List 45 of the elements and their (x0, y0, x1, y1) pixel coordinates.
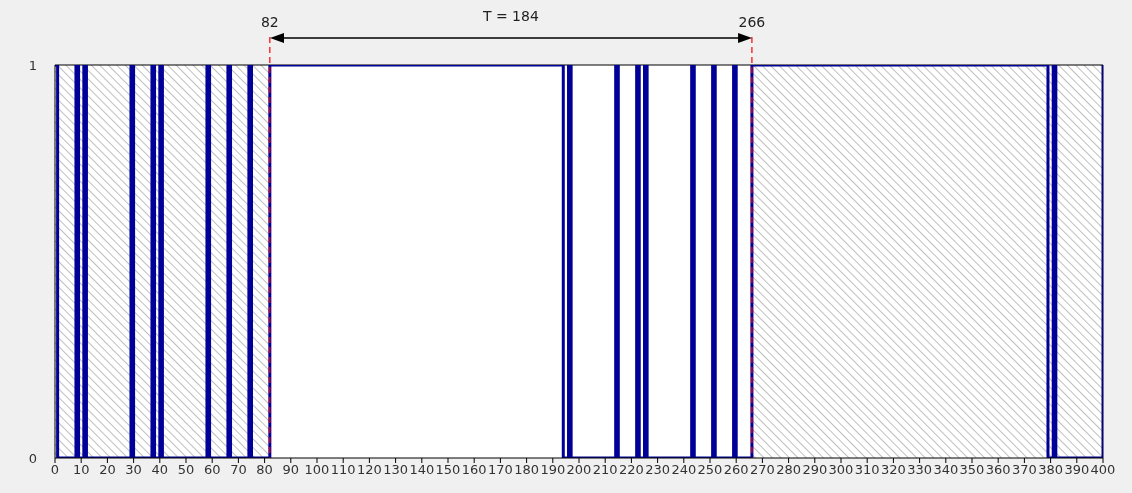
x-tick-label: 0 (50, 462, 60, 478)
x-tick-label: 170 (487, 462, 513, 478)
x-tick-label: 90 (282, 462, 300, 478)
x-tick-label: 300 (828, 462, 854, 478)
x-tick-label: 260 (723, 462, 749, 478)
y-tick-label: 1 (28, 57, 37, 73)
x-tick-label: 240 (671, 462, 697, 478)
x-tick-label: 80 (256, 462, 273, 478)
x-tick-label: 390 (1064, 462, 1090, 478)
x-tick-label: 160 (461, 462, 487, 478)
x-tick-label: 120 (356, 462, 382, 478)
ref-line-label: 82 (260, 14, 279, 30)
x-tick-label: 370 (1011, 462, 1037, 478)
x-tick-label: 320 (880, 462, 906, 478)
x-tick-label: 20 (99, 462, 116, 478)
x-tick-label: 250 (697, 462, 723, 478)
x-tick-label: 280 (776, 462, 802, 478)
x-tick-label: 340 (933, 462, 959, 478)
x-tick-label: 350 (959, 462, 985, 478)
x-tick-label: 40 (151, 462, 169, 478)
x-tick-label: 60 (203, 462, 221, 478)
x-tick-label: 100 (304, 462, 330, 478)
x-tick-label: 30 (125, 462, 142, 478)
x-tick-label: 220 (618, 462, 644, 478)
x-tick-label: 70 (230, 462, 247, 478)
x-tick-label: 270 (749, 462, 775, 478)
x-tick-label: 210 (592, 462, 618, 478)
ref-line-label: 266 (738, 14, 766, 30)
x-tick-label: 190 (540, 462, 566, 478)
x-tick-label: 150 (435, 462, 461, 478)
x-tick-label: 50 (177, 462, 195, 478)
x-tick-label: 290 (802, 462, 828, 478)
x-tick-label: 400 (1090, 462, 1116, 478)
x-tick-label: 130 (383, 462, 409, 478)
x-tick-label: 310 (854, 462, 880, 478)
x-tick-label: 380 (1038, 462, 1064, 478)
x-tick-label: 330 (907, 462, 933, 478)
x-tick-label: 230 (645, 462, 671, 478)
x-tick-label: 180 (514, 462, 540, 478)
x-tick-label: 140 (409, 462, 435, 478)
text: T = 184 (481, 8, 540, 24)
x-tick-label: 360 (985, 462, 1011, 478)
x-tick-label: 200 (566, 462, 592, 478)
x-tick-label: 110 (330, 462, 356, 478)
x-tick-label: 10 (72, 462, 90, 478)
